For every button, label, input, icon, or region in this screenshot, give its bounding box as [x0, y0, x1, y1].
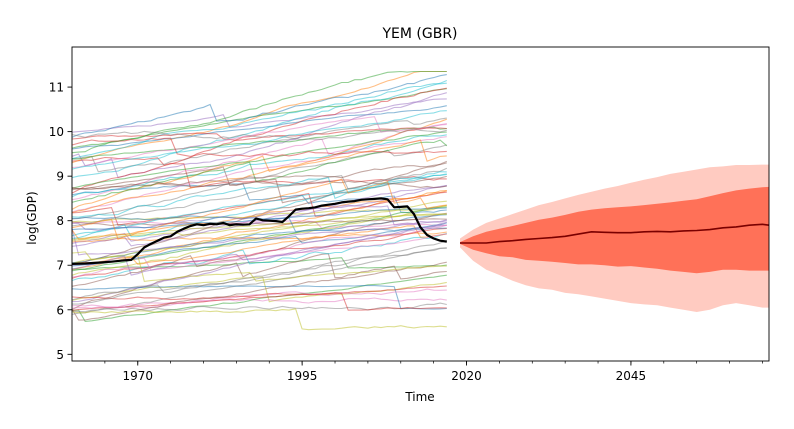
background-series-line: [71, 128, 447, 141]
y-tick-label: 9: [56, 170, 64, 184]
background-series-line: [71, 70, 447, 154]
background-series-line: [71, 220, 447, 229]
background-series-line: [71, 134, 447, 198]
chart-title: YEM (GBR): [381, 26, 457, 42]
background-series-line: [71, 173, 447, 237]
background-series-line: [71, 131, 447, 189]
background-series-line: [71, 87, 447, 194]
background-series-line: [71, 139, 447, 214]
y-tick-label: 11: [49, 81, 64, 95]
y-tick-label: 10: [49, 125, 64, 139]
highlight-series-group: [71, 197, 447, 265]
background-series-line: [71, 218, 447, 227]
x-tick-label: 2020: [451, 369, 482, 383]
x-axis-label: Time: [404, 390, 434, 404]
background-series-line: [72, 204, 447, 231]
background-series-line: [71, 213, 447, 242]
x-tick-label: 1995: [287, 369, 318, 383]
background-series-line: [71, 292, 447, 311]
background-series-line: [71, 167, 448, 227]
background-series-line: [71, 139, 448, 203]
background-series-line: [71, 224, 447, 278]
background-series-line: [71, 247, 447, 301]
background-series-line: [71, 308, 447, 331]
plot-frame: [71, 46, 770, 362]
background-series-group: [71, 70, 448, 331]
forecast-median-line: [460, 223, 770, 244]
background-series-line: [71, 162, 447, 190]
y-tick-label: 8: [56, 214, 64, 228]
background-series-line: [71, 297, 447, 308]
forecast-group: [460, 164, 770, 312]
background-series-line: [71, 82, 447, 160]
y-axis-label: log(GDP): [25, 191, 39, 244]
background-series-line: [71, 178, 447, 241]
x-tick-label: 2045: [616, 369, 647, 383]
background-series-line: [71, 98, 447, 133]
background-series-line: [71, 126, 447, 160]
background-series-line: [71, 302, 447, 313]
background-series-line: [71, 74, 447, 138]
background-series-line: [71, 274, 447, 322]
background-series-line: [71, 200, 447, 265]
axes: 1970 1995 2020 2045 5 6 7 8 9 10 11: [49, 46, 770, 383]
background-series-line: [72, 239, 447, 305]
y-tick-label: 7: [56, 259, 64, 273]
forecast-inner-band: [460, 186, 769, 274]
background-series-line: [71, 284, 447, 310]
background-series-line: [71, 285, 447, 311]
background-series-line: [71, 105, 447, 150]
background-series-line: [71, 204, 447, 276]
background-series-line: [71, 253, 447, 310]
background-series-line: [71, 227, 447, 279]
x-tick-label: 1970: [122, 369, 153, 383]
background-series-line: [71, 110, 447, 170]
y-tick-label: 6: [56, 303, 64, 317]
y-tick-label: 5: [56, 348, 64, 362]
background-series-line: [71, 79, 448, 179]
highlight-series-line: [71, 197, 447, 265]
background-series-line: [71, 171, 447, 218]
background-series-line: [71, 189, 447, 240]
background-series-line: [71, 219, 447, 256]
background-series-line: [71, 137, 447, 157]
background-series-line: [71, 127, 447, 141]
